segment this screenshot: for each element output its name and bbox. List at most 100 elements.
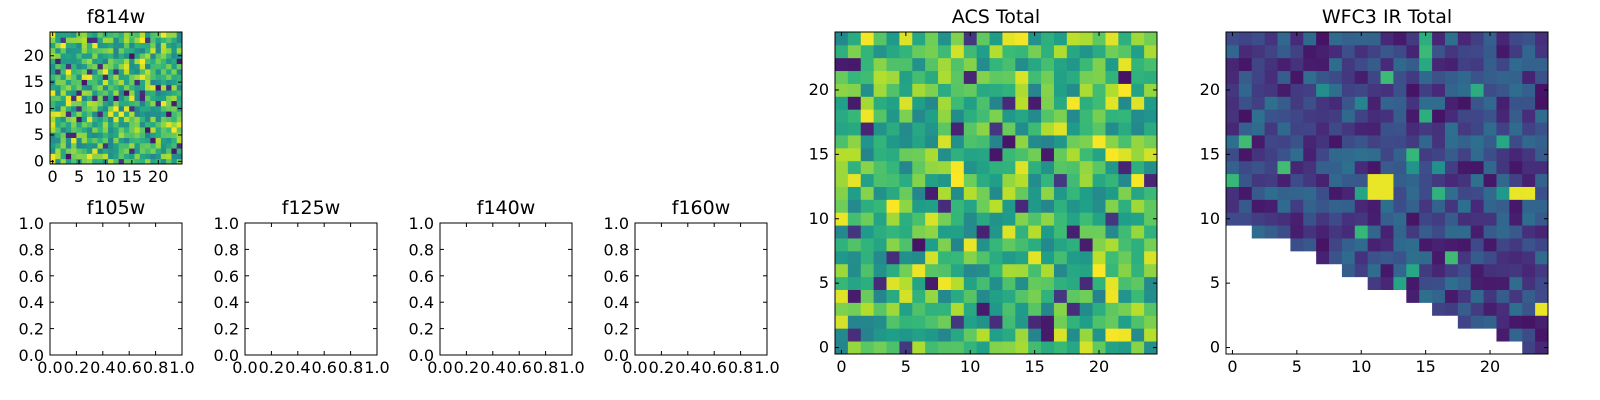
heatmap-cell <box>1053 44 1068 59</box>
heatmap-cell <box>860 212 875 226</box>
heatmap-cell <box>950 83 965 97</box>
heatmap-cell <box>97 74 104 80</box>
heatmap-cell <box>886 341 900 355</box>
heatmap-cell <box>963 57 978 72</box>
heatmap-cell <box>1367 263 1381 278</box>
heatmap-cell <box>1470 225 1484 239</box>
heatmap-cell <box>1329 212 1343 226</box>
heatmap-cell <box>1144 83 1158 97</box>
heatmap-cell <box>1457 212 1472 226</box>
heatmap-cell <box>1092 109 1106 123</box>
heatmap-cell <box>97 148 104 154</box>
heatmap-cell <box>1028 109 1042 123</box>
heatmap-cell <box>1092 83 1106 97</box>
heatmap-cell <box>134 132 141 138</box>
heatmap-cell <box>160 153 167 160</box>
heatmap-cell <box>97 132 104 138</box>
heatmap-cell <box>160 84 167 91</box>
heatmap-cell <box>1444 199 1459 213</box>
heatmap-cell <box>139 116 146 123</box>
heatmap-cell <box>1092 199 1106 213</box>
heatmap-cell <box>1118 225 1132 239</box>
heatmap-cell <box>925 328 939 342</box>
heatmap-cell <box>1238 186 1253 200</box>
heatmap-cell <box>1496 186 1510 200</box>
heatmap-cell <box>139 32 146 38</box>
heatmap-cell <box>160 121 167 128</box>
y-tick-label: 0.2 <box>214 320 239 339</box>
heatmap-cell <box>1144 186 1158 200</box>
heatmap-cell <box>139 137 146 144</box>
heatmap-cell <box>1144 238 1158 252</box>
heatmap-cell <box>1393 225 1407 239</box>
heatmap-cell <box>1131 160 1145 175</box>
heatmap-cell <box>976 315 990 329</box>
heatmap-cell <box>1238 44 1253 59</box>
heatmap-cell <box>1432 109 1446 123</box>
heatmap-cell <box>912 160 926 175</box>
x-tick-label: 10 <box>960 357 980 376</box>
heatmap-cell <box>1303 186 1317 200</box>
heatmap-cell <box>150 63 156 70</box>
heatmap-cell <box>976 109 990 123</box>
heatmap-cell <box>1316 238 1330 252</box>
heatmap-cell <box>129 58 135 65</box>
y-tick-label: 15 <box>24 72 44 91</box>
heatmap-cell <box>1419 147 1433 162</box>
heatmap-cell <box>171 63 178 70</box>
heatmap-cell <box>171 68 178 75</box>
heatmap-cell <box>925 225 939 239</box>
heatmap-cell <box>1354 109 1369 123</box>
heatmap-cell <box>86 58 93 65</box>
heatmap-cell <box>55 63 61 70</box>
heatmap-cell <box>847 289 862 303</box>
heatmap-cell <box>912 109 926 123</box>
heatmap-cell <box>145 84 151 91</box>
heatmap-cell <box>938 225 952 239</box>
heatmap-cell <box>1144 32 1158 46</box>
heatmap-cell <box>1367 147 1381 162</box>
heatmap-cell <box>1131 57 1145 72</box>
heatmap-cell <box>1144 328 1158 342</box>
heatmap-cell <box>976 44 990 59</box>
heatmap-cell <box>176 127 183 133</box>
heatmap-cell <box>1238 160 1253 175</box>
heatmap-cell <box>1406 83 1420 97</box>
heatmap-cell <box>1002 135 1016 149</box>
heatmap-cell <box>1041 160 1055 175</box>
heatmap-cell <box>1380 250 1394 265</box>
heatmap-cell <box>113 47 120 54</box>
heatmap-cell <box>925 302 939 316</box>
heatmap-cell <box>71 47 77 54</box>
heatmap-cell <box>873 250 887 265</box>
heatmap-cell <box>1316 70 1330 84</box>
heatmap-cell <box>886 122 900 136</box>
heatmap-cell <box>65 63 72 70</box>
heatmap-cell <box>1015 250 1029 265</box>
heatmap-cell <box>1079 238 1093 252</box>
heatmap-cell <box>1354 160 1369 175</box>
heatmap-cell <box>102 79 109 86</box>
heatmap-cell <box>1432 302 1446 316</box>
heatmap-cell <box>1015 225 1029 239</box>
heatmap-cell <box>860 263 875 278</box>
heatmap-cell <box>97 47 104 54</box>
heatmap-cell <box>1079 199 1093 213</box>
heatmap-cell <box>1105 199 1119 213</box>
heatmap-cell <box>1535 328 1549 342</box>
heatmap-cell <box>1144 44 1158 59</box>
heatmap-cell <box>76 132 83 138</box>
heatmap-cell <box>1354 135 1369 149</box>
heatmap-cell <box>847 32 862 46</box>
heatmap-cell <box>1444 70 1459 84</box>
heatmap-cell <box>166 116 172 123</box>
heatmap-cell <box>899 225 913 239</box>
heatmap-cell <box>166 95 172 102</box>
heatmap-cell <box>1329 122 1343 136</box>
heatmap-cell <box>123 63 130 70</box>
heatmap-cells-f814w <box>50 32 183 165</box>
x-tick-label: 0.4 <box>90 358 115 377</box>
heatmap-cell <box>108 42 114 49</box>
heatmap-cell <box>1002 186 1016 200</box>
